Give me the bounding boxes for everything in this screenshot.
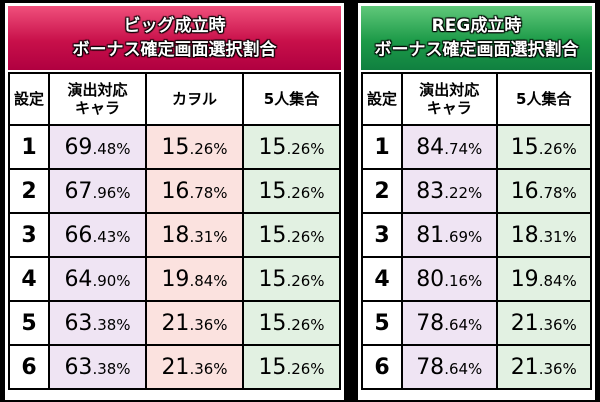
data-row: 4 64.90% 19.84% 15.26% xyxy=(8,256,341,302)
rate-cell: 16.78% xyxy=(495,168,592,214)
data-row: 1 69.48% 15.26% 15.26% xyxy=(8,124,341,170)
header-row: 設定 演出対応 キャラ カヲル 5人集合 xyxy=(8,72,341,126)
big-table: ビッグ成立時 ボーナス確定画面選択割合 設定 演出対応 キャラ カヲル 5人集合 1 69.48… xyxy=(5,3,344,400)
data-row: 2 83.22% 16.78% xyxy=(361,168,592,214)
rate-cell: 66.43% xyxy=(48,212,147,258)
header-cell: 設定 xyxy=(8,72,50,126)
setting-cell: 4 xyxy=(361,256,403,302)
rate-cell: 78.64% xyxy=(401,344,498,390)
setting-cell: 3 xyxy=(8,212,50,258)
data-row: 3 81.69% 18.31% xyxy=(361,212,592,258)
setting-cell: 5 xyxy=(361,300,403,346)
rate-cell: 15.26% xyxy=(242,256,341,302)
title-line: REG成立時 xyxy=(431,16,522,36)
rate-cell: 19.84% xyxy=(145,256,244,302)
setting-cell: 2 xyxy=(8,168,50,214)
header-cell: 演出対応 キャラ xyxy=(401,72,498,126)
rate-cell: 18.31% xyxy=(495,212,592,258)
rate-cell: 21.36% xyxy=(495,344,592,390)
data-row: 1 84.74% 15.26% xyxy=(361,124,592,170)
rate-cell: 18.31% xyxy=(145,212,244,258)
header-cell: 演出対応 キャラ xyxy=(48,72,147,126)
rate-cell: 69.48% xyxy=(48,124,147,170)
rate-cell: 15.26% xyxy=(242,300,341,346)
setting-cell: 6 xyxy=(8,344,50,390)
header-cell: カヲル xyxy=(145,72,244,126)
setting-cell: 4 xyxy=(8,256,50,302)
rate-cell: 21.36% xyxy=(495,300,592,346)
setting-cell: 1 xyxy=(8,124,50,170)
setting-cell: 2 xyxy=(361,168,403,214)
rate-cell: 21.36% xyxy=(145,300,244,346)
rate-cell: 21.36% xyxy=(145,344,244,390)
rate-cell: 63.38% xyxy=(48,344,147,390)
title-line: ビッグ成立時 xyxy=(123,16,226,36)
rate-cell: 15.26% xyxy=(242,344,341,390)
rate-cell: 83.22% xyxy=(401,168,498,214)
title-line: ボーナス確定画面選択割合 xyxy=(72,40,277,60)
rate-cell: 84.74% xyxy=(401,124,498,170)
data-row: 5 78.64% 21.36% xyxy=(361,300,592,346)
table-title: ビッグ成立時ボーナス確定画面選択割合 xyxy=(8,6,341,70)
header-row: 設定 演出対応 キャラ 5人集合 xyxy=(361,72,592,126)
header-cell: 5人集合 xyxy=(242,72,341,126)
rate-cell: 15.26% xyxy=(242,124,341,170)
setting-cell: 5 xyxy=(8,300,50,346)
rate-cell: 15.26% xyxy=(242,168,341,214)
rate-cell: 19.84% xyxy=(495,256,592,302)
table-title: REG成立時ボーナス確定画面選択割合 xyxy=(361,6,592,70)
data-row: 5 63.38% 21.36% 15.26% xyxy=(8,300,341,346)
rate-cell: 64.90% xyxy=(48,256,147,302)
rate-cell: 81.69% xyxy=(401,212,498,258)
rate-cell: 78.64% xyxy=(401,300,498,346)
rate-cell: 15.26% xyxy=(145,124,244,170)
setting-cell: 3 xyxy=(361,212,403,258)
setting-cell: 6 xyxy=(361,344,403,390)
rate-cell: 16.78% xyxy=(145,168,244,214)
rate-cell: 15.26% xyxy=(495,124,592,170)
data-table: 設定 演出対応 キャラ 5人集合 1 84.74% 15.26% 2 83.22% 16.78% 3… xyxy=(361,72,592,390)
data-table: 設定 演出対応 キャラ カヲル 5人集合 1 69.48% 15.26% 15.26% 2 67.9… xyxy=(8,72,341,390)
data-row: 6 78.64% 21.36% xyxy=(361,344,592,390)
data-row: 3 66.43% 18.31% 15.26% xyxy=(8,212,341,258)
title-line: ボーナス確定画面選択割合 xyxy=(374,40,579,60)
rate-cell: 67.96% xyxy=(48,168,147,214)
reg-table: REG成立時 ボーナス確定画面選択割合 設定 演出対応 キャラ 5人集合 1 84.74% 15… xyxy=(358,3,595,400)
rate-cell: 80.16% xyxy=(401,256,498,302)
setting-cell: 1 xyxy=(361,124,403,170)
data-row: 2 67.96% 16.78% 15.26% xyxy=(8,168,341,214)
rate-cell: 63.38% xyxy=(48,300,147,346)
header-cell: 5人集合 xyxy=(495,72,592,126)
header-cell: 設定 xyxy=(361,72,403,126)
data-row: 4 80.16% 19.84% xyxy=(361,256,592,302)
rate-cell: 15.26% xyxy=(242,212,341,258)
data-row: 6 63.38% 21.36% 15.26% xyxy=(8,344,341,390)
